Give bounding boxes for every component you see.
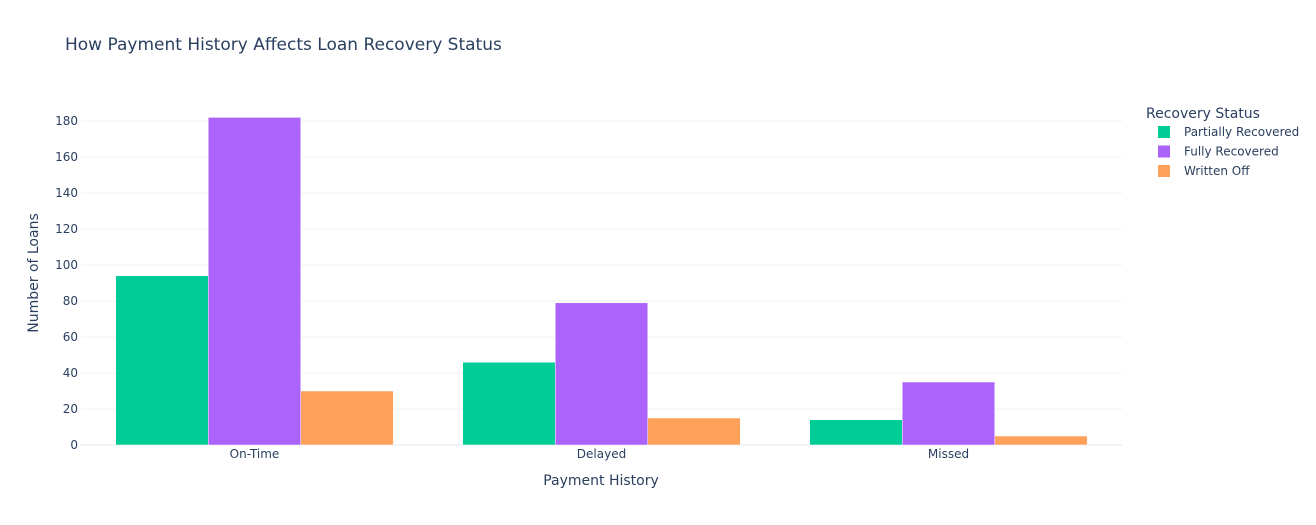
chart-title: How Payment History Affects Loan Recover… (65, 35, 502, 55)
y-axis-ticks: 0 20 40 60 80 100 120 140 160 180 (55, 114, 78, 452)
legend-label: Fully Recovered (1184, 145, 1279, 159)
bar-partially-recovered-delayed[interactable] (462, 361, 556, 446)
bar-written-off-on-time[interactable] (300, 390, 394, 446)
y-tick-label: 80 (63, 294, 78, 308)
y-tick-label: 100 (55, 258, 78, 272)
legend-items: Partially Recovered Fully Recovered Writte… (1158, 125, 1299, 178)
legend-swatch (1158, 145, 1170, 158)
y-tick-label: 0 (70, 438, 78, 452)
bar-written-off-missed[interactable] (994, 435, 1088, 446)
legend: Recovery Status Partially Recovered Fully… (1146, 106, 1299, 178)
bar-fully-recovered-missed[interactable] (901, 381, 996, 446)
x-tick-label: On-Time (230, 447, 280, 461)
legend-swatch (1158, 165, 1170, 177)
bar-fully-recovered-on-time[interactable] (207, 117, 302, 446)
bar-fully-recovered-delayed[interactable] (554, 302, 649, 446)
legend-label: Written Off (1184, 164, 1250, 178)
y-tick-label: 60 (63, 330, 78, 344)
legend-title: Recovery Status (1146, 106, 1260, 122)
bar-partially-recovered-missed[interactable] (809, 419, 903, 446)
legend-label: Partially Recovered (1184, 125, 1299, 139)
legend-item-partially-recovered[interactable]: Partially Recovered (1158, 125, 1299, 139)
y-tick-label: 40 (63, 366, 78, 380)
x-tick-label: Missed (928, 447, 969, 461)
bar-partially-recovered-on-time[interactable] (115, 275, 209, 446)
y-tick-label: 180 (55, 114, 78, 128)
bar-written-off-delayed[interactable] (647, 417, 741, 446)
y-tick-label: 140 (55, 186, 78, 200)
legend-item-written-off[interactable]: Written Off (1158, 164, 1250, 178)
x-axis-title: Payment History (543, 473, 659, 489)
y-tick-label: 120 (55, 222, 78, 236)
y-axis-title: Number of Loans (26, 213, 42, 333)
x-axis-ticks: On-Time Delayed Missed (230, 447, 969, 461)
y-tick-label: 160 (55, 150, 78, 164)
legend-swatch (1158, 126, 1170, 138)
x-tick-label: Delayed (577, 447, 626, 461)
y-tick-label: 20 (63, 402, 78, 416)
bars (115, 117, 1088, 446)
legend-item-fully-recovered[interactable]: Fully Recovered (1158, 145, 1279, 159)
